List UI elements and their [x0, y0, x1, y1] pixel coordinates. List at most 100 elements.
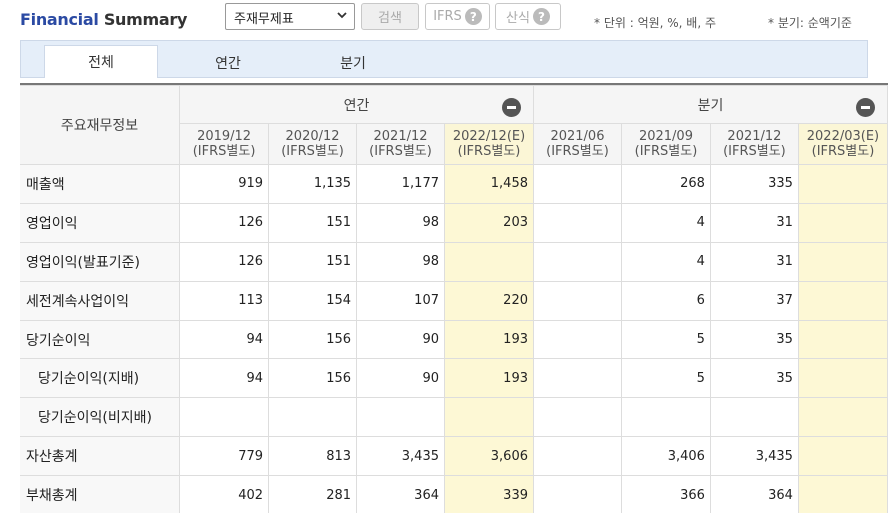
column-header: 2021/12 (IFRS별도)	[709, 123, 799, 165]
table-row: 당기순이익(비지배)	[20, 397, 888, 438]
table-cell	[444, 241, 534, 282]
column-header: 2021/06 (IFRS별도)	[533, 123, 622, 165]
table-cell: 94	[179, 319, 270, 360]
statement-type-select[interactable]: 주재무제표	[225, 3, 355, 30]
table-cell: 35	[709, 319, 799, 360]
collapse-quarter-icon[interactable]	[856, 98, 875, 117]
table-cell: 220	[444, 280, 534, 321]
table-row: 영업이익 126 151 98 203 4 31	[20, 202, 888, 243]
column-header: 2021/12 (IFRS별도)	[356, 123, 445, 165]
table-cell	[797, 436, 888, 477]
table-cell: 98	[356, 202, 445, 243]
tab-quarterly[interactable]: 분기	[340, 55, 366, 72]
title-financial: Financial	[20, 10, 99, 29]
table-cell: 364	[709, 475, 799, 513]
search-button[interactable]: 검색	[361, 3, 419, 30]
column-basis: (IFRS별도)	[192, 144, 256, 159]
chevron-down-icon	[337, 12, 347, 19]
table-cell	[797, 475, 888, 513]
table-cell: 156	[268, 358, 358, 399]
table-cell: 151	[268, 241, 358, 282]
table-cell: 151	[268, 202, 358, 243]
column-basis: (IFRS별도)	[634, 144, 698, 159]
row-label: 영업이익(발표기준)	[20, 241, 181, 282]
table-cell: 90	[356, 319, 445, 360]
title-summary: Summary	[103, 10, 188, 29]
table-cell: 813	[268, 436, 358, 477]
column-header: 2020/12 (IFRS별도)	[268, 123, 358, 165]
table-cell	[797, 241, 888, 282]
row-label: 자산총계	[20, 436, 181, 477]
help-icon: ?	[464, 8, 482, 25]
table-cell: 31	[709, 241, 799, 282]
table-cell: 3,606	[444, 436, 534, 477]
column-date: 2022/03(E)	[806, 129, 880, 144]
column-date: 2021/09	[638, 129, 693, 144]
table-row: 자산총계 779 813 3,435 3,606 3,406 3,435	[20, 436, 888, 477]
table-cell	[533, 164, 622, 204]
tab-all[interactable]: 전체	[44, 45, 158, 78]
table-cell	[533, 280, 622, 321]
formula-help-button[interactable]: 산식 ?	[495, 3, 561, 30]
formula-button-label: 산식	[506, 11, 530, 26]
tab-annual[interactable]: 연간	[215, 55, 241, 72]
column-date: 2020/12	[285, 129, 340, 144]
page-title: Financial Summary	[20, 10, 187, 29]
table-cell	[179, 397, 270, 438]
column-basis: (IFRS별도)	[457, 144, 521, 159]
table-cell: 193	[444, 358, 534, 399]
table-cell: 126	[179, 241, 270, 282]
column-basis: (IFRS별도)	[811, 144, 875, 159]
table-cell: 154	[268, 280, 358, 321]
table-row: 부채총계 402 281 364 339 366 364	[20, 475, 888, 513]
table-cell	[533, 475, 622, 513]
ifrs-help-button[interactable]: IFRS ?	[425, 3, 490, 30]
table-cell	[533, 358, 622, 399]
row-label: 세전계속사업이익	[20, 280, 181, 321]
column-header: 2022/12(E) (IFRS별도)	[444, 123, 534, 165]
table-cell	[797, 358, 888, 399]
table-cell: 37	[709, 280, 799, 321]
table-cell: 402	[179, 475, 270, 513]
row-label: 당기순이익(비지배)	[20, 397, 181, 438]
table-cell: 193	[444, 319, 534, 360]
annual-group-label: 연간	[343, 97, 370, 114]
table-cell	[709, 397, 799, 438]
table-row: 세전계속사업이익 113 154 107 220 6 37	[20, 280, 888, 321]
row-header: 주요재무정보	[20, 85, 181, 165]
table-cell	[797, 280, 888, 321]
quarter-group-label: 분기	[697, 97, 724, 114]
table-row: 영업이익(발표기준) 126 151 98 4 31	[20, 241, 888, 282]
table-cell: 35	[709, 358, 799, 399]
table-cell	[533, 319, 622, 360]
table-cell: 113	[179, 280, 270, 321]
row-label: 당기순이익	[20, 319, 181, 360]
table-row: 당기순이익 94 156 90 193 5 35	[20, 319, 888, 360]
row-label: 부채총계	[20, 475, 181, 513]
column-basis: (IFRS별도)	[723, 144, 786, 159]
table-cell: 3,435	[709, 436, 799, 477]
table-row: 매출액 919 1,135 1,177 1,458 268 335	[20, 164, 888, 204]
table-cell: 107	[356, 280, 445, 321]
table-cell: 779	[179, 436, 270, 477]
table-cell	[444, 397, 534, 438]
table-cell	[533, 241, 622, 282]
table-cell: 4	[620, 202, 711, 243]
column-header: 2022/03(E) (IFRS별도)	[797, 123, 888, 165]
table-cell: 156	[268, 319, 358, 360]
collapse-annual-icon[interactable]	[502, 98, 521, 117]
search-button-label: 검색	[378, 11, 402, 26]
table-cell: 364	[356, 475, 445, 513]
statement-type-value: 주재무제표	[234, 12, 294, 27]
table-cell: 90	[356, 358, 445, 399]
column-header: 2021/09 (IFRS별도)	[620, 123, 711, 165]
period-note: * 분기: 순액기준	[768, 16, 852, 30]
column-header: 2019/12 (IFRS별도)	[179, 123, 270, 165]
table-cell	[797, 319, 888, 360]
column-date: 2019/12	[197, 129, 252, 144]
table-cell	[797, 397, 888, 438]
table-cell: 3,435	[356, 436, 445, 477]
column-date: 2022/12(E)	[452, 129, 526, 144]
table-cell: 3,406	[620, 436, 711, 477]
column-basis: (IFRS별도)	[546, 144, 609, 159]
